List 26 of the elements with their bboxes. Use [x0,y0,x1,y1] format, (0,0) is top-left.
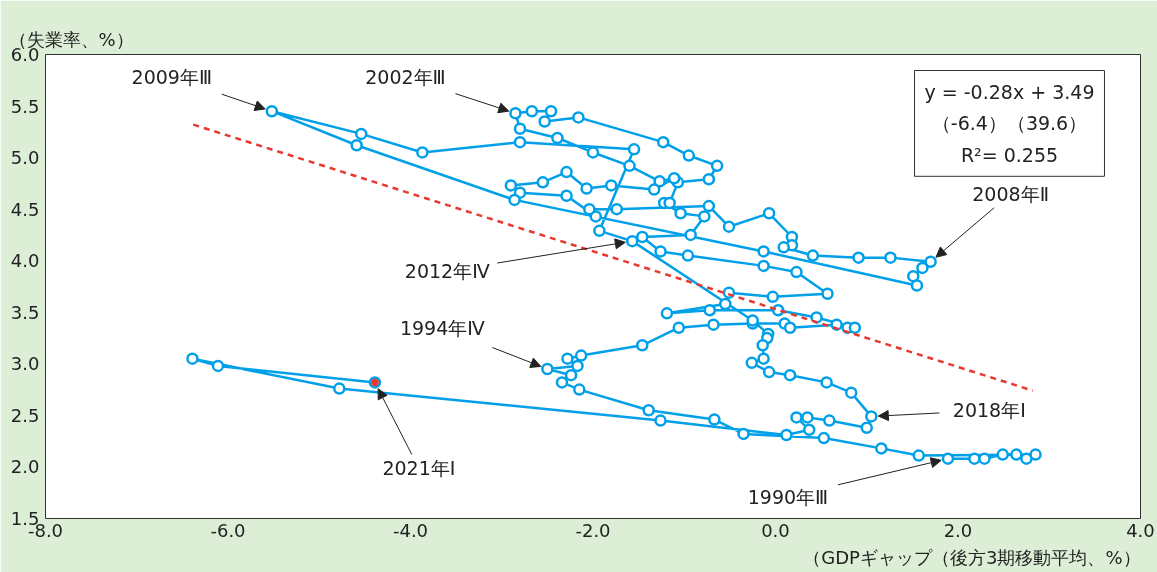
x-tick-label: 4.0 [1126,519,1155,541]
y-tick-label: 2.5 [10,404,40,426]
x-axis-title: （GDPギャップ（後方3期移動平均、%） [803,546,1141,568]
annotation: R²= 0.255 [960,144,1059,167]
y-tick-label: 5.5 [10,95,40,117]
annotation: 2002年Ⅲ [365,66,446,89]
y-tick-label: 2.0 [10,456,40,478]
annotation: 2008年Ⅱ [972,182,1049,205]
annotation: 2012年Ⅳ [404,260,491,283]
annotation: （-6.4）（39.6） [931,112,1088,135]
x-tick-label: -2.0 [575,519,611,541]
y-tick-label: 3.5 [10,301,40,323]
y-tick-label: 5.0 [10,147,40,169]
y-tick-label: 4.5 [10,198,40,220]
annotation: 2018年Ⅰ [952,399,1026,422]
y-tick-label: 3.0 [10,353,40,375]
annotation: 2021年Ⅰ [382,457,456,480]
annotation: 1990年Ⅲ [747,485,829,508]
x-tick-label: -6.0 [210,519,246,541]
annotation: 1994年Ⅳ [399,316,486,339]
x-tick-label: 0.0 [761,519,790,541]
x-tick-label: 2.0 [943,519,973,541]
y-tick-label: 4.0 [10,250,40,272]
x-tick-label: -4.0 [392,519,429,541]
annotation: 2009年Ⅲ [131,66,213,89]
annotation: y = -0.28x + 3.49 [924,80,1095,103]
